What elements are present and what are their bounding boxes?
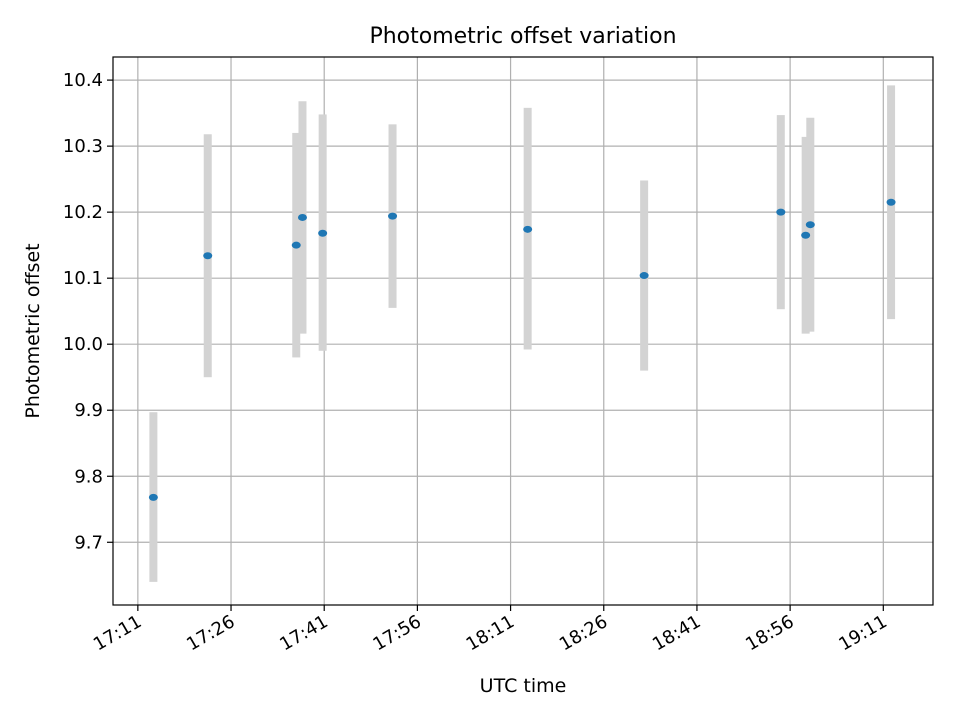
grid xyxy=(113,57,933,605)
y-tick-label: 10.0 xyxy=(63,334,103,355)
y-tick-label: 9.7 xyxy=(74,532,103,553)
data-point xyxy=(801,231,811,239)
data-point xyxy=(639,272,649,280)
data-point xyxy=(203,252,213,260)
data-point xyxy=(805,221,815,229)
y-axis-ticks: 9.7 9.8 9.9 10.0 10.1 10.2 10.3 10.4 xyxy=(63,70,113,553)
markers xyxy=(148,198,896,501)
data-point xyxy=(318,229,328,237)
plot-area xyxy=(113,57,933,605)
y-tick-label: 10.3 xyxy=(63,136,103,157)
y-tick-label: 10.1 xyxy=(63,268,103,289)
data-point xyxy=(886,198,896,206)
data-point xyxy=(776,208,786,216)
data-point xyxy=(148,493,158,501)
data-point xyxy=(291,241,301,249)
y-tick-label: 9.8 xyxy=(74,466,103,487)
data-point xyxy=(297,213,307,221)
chart-title: Photometric offset variation xyxy=(369,24,676,49)
data-point xyxy=(523,225,533,233)
y-axis-label: Photometric offset xyxy=(22,243,44,418)
y-tick-label: 10.4 xyxy=(63,70,103,91)
data-point xyxy=(388,212,398,220)
y-tick-label: 9.9 xyxy=(74,400,103,421)
y-tick-label: 10.2 xyxy=(63,202,103,223)
axes-frame xyxy=(112,56,934,606)
x-axis-label: UTC time xyxy=(480,675,567,697)
